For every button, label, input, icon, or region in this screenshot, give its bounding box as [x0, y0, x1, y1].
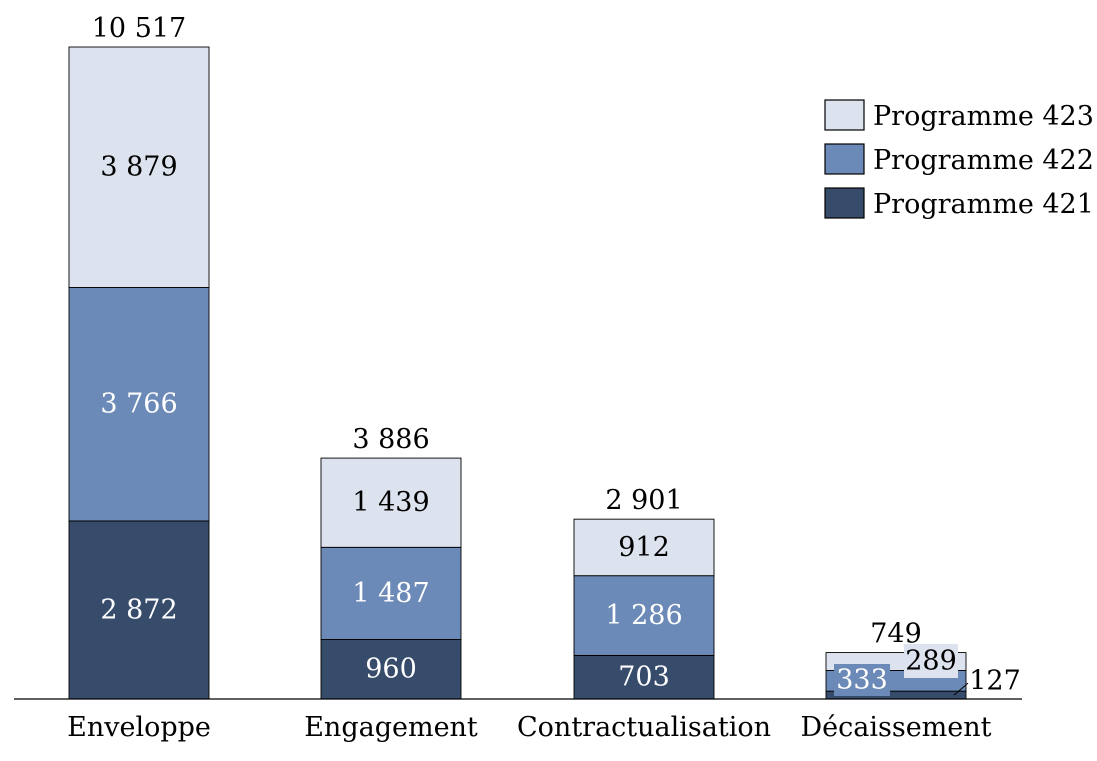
- category-label: Engagement: [304, 712, 478, 743]
- bar-enveloppe-series-1: [68, 520, 210, 700]
- bar-engagement-series-2: [320, 546, 462, 640]
- bar-engagement-series-1: [320, 639, 462, 700]
- bar-contractualisation-series-3: [573, 518, 715, 577]
- legend-label: Programme 422: [873, 145, 1094, 176]
- bar-contractualisation-series-2: [573, 575, 715, 656]
- bars-layer: [68, 46, 967, 700]
- value-label: 1 439: [352, 487, 429, 518]
- category-labels: Enveloppe Engagement Contractualisation Déc…: [67, 712, 992, 743]
- legend-label: Programme 423: [873, 101, 1094, 132]
- value-label: 2 872: [100, 594, 177, 625]
- value-label: 1 487: [352, 578, 429, 609]
- leader-line: [953, 682, 969, 696]
- bar-engagement-series-3: [320, 457, 462, 548]
- value-label: 912: [618, 532, 670, 563]
- total-label: 2 901: [605, 485, 682, 516]
- value-label: 127: [969, 666, 1021, 697]
- value-label: 703: [618, 662, 670, 693]
- legend-swatch: [824, 99, 865, 131]
- category-label: Contractualisation: [517, 712, 771, 743]
- value-label: 3 766: [100, 389, 177, 420]
- value-label: 960: [365, 654, 417, 685]
- total-label: 10 517: [92, 13, 186, 44]
- bar-enveloppe-series-3: [68, 46, 210, 288]
- labels-layer: 10 517 2 872 3 766 3 879 3 886 960 1 487 1 439 2…: [92, 13, 1021, 697]
- bar-enveloppe-series-2: [68, 287, 210, 522]
- legend-swatch: [824, 187, 865, 219]
- value-label: 333: [836, 665, 888, 696]
- legend-swatch: [824, 143, 865, 175]
- value-label: 1 286: [605, 600, 682, 631]
- value-label-bg: [834, 664, 890, 696]
- legend-label: Programme 421: [873, 189, 1094, 220]
- total-label: 3 886: [352, 424, 429, 455]
- value-label: 289: [905, 646, 957, 677]
- legend: Programme 423 Programme 422 Programme 421: [824, 99, 1094, 220]
- category-label: Enveloppe: [67, 712, 211, 743]
- value-label: 3 879: [100, 152, 177, 183]
- value-label-bg: [904, 644, 958, 678]
- category-label: Décaissement: [801, 712, 992, 743]
